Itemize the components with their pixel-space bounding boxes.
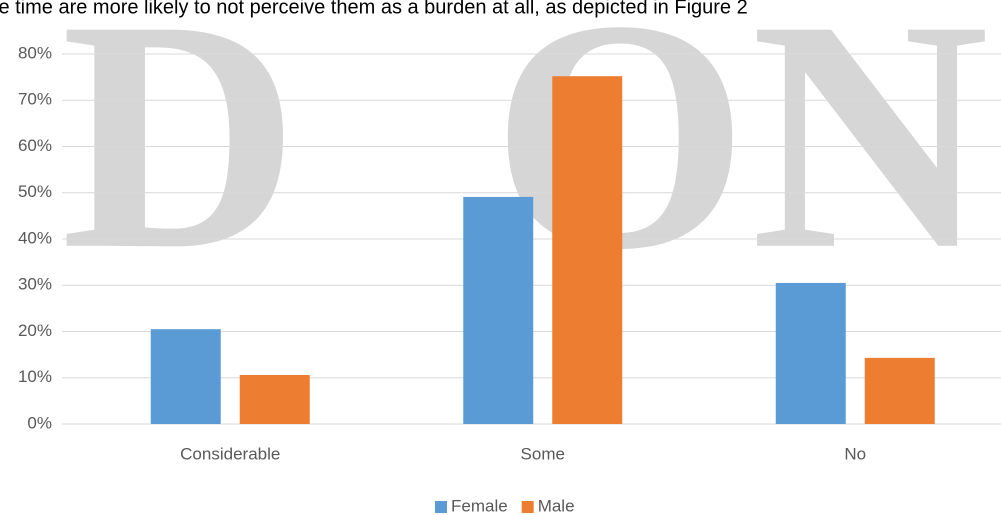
bar [463, 196, 534, 424]
y-tick-label: 70% [18, 90, 52, 109]
y-tick-label: 30% [18, 275, 52, 294]
y-tick-label: 0% [27, 413, 52, 432]
x-tick-label: Considerable [180, 444, 280, 463]
watermark: D [61, 0, 299, 318]
x-tick-label: Some [521, 444, 565, 463]
watermark: N [751, 0, 989, 318]
context-text: le time are more likely to not perceive … [0, 0, 748, 18]
legend-label: Male [538, 496, 575, 515]
legend-label: Female [451, 496, 508, 515]
bar [775, 282, 846, 424]
bar [552, 76, 623, 424]
y-tick-label: 10% [18, 367, 52, 386]
bar [864, 357, 935, 424]
legend-swatch [521, 501, 534, 513]
legend-swatch [435, 501, 447, 513]
y-tick-label: 60% [18, 136, 52, 155]
y-tick-label: 50% [18, 182, 52, 201]
y-tick-label: 40% [18, 228, 52, 247]
bar [239, 374, 310, 424]
y-tick-label: 20% [18, 321, 52, 340]
y-tick-label: 80% [18, 43, 52, 62]
x-tick-label: No [844, 444, 866, 463]
bar [150, 329, 221, 424]
